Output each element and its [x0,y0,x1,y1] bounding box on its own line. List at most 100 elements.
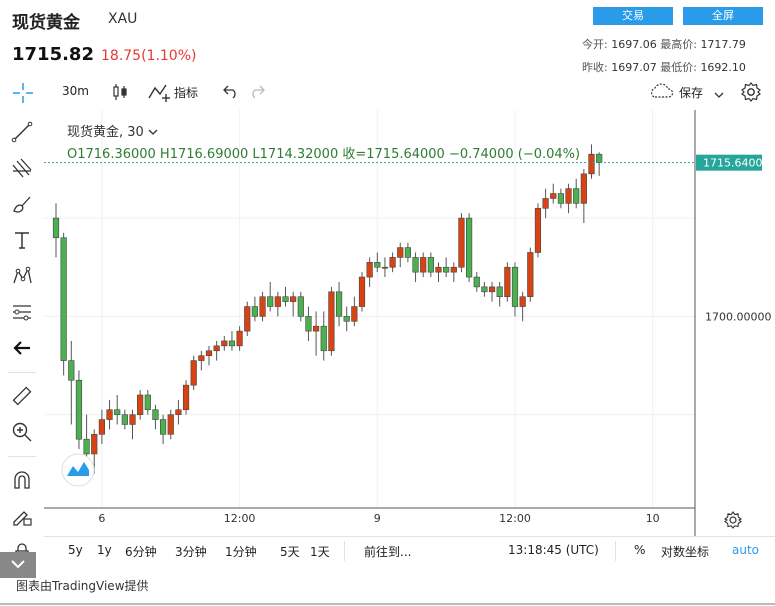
percent-toggle[interactable]: % [634,543,646,557]
candle-body [504,266,511,298]
brush-icon[interactable] [8,190,36,218]
log-scale-toggle[interactable]: 对数坐标 [661,545,710,559]
candle-body [267,296,274,307]
candle-body [389,257,396,268]
utc-clock[interactable]: 13:18:45 (UTC) [508,543,599,557]
candle-body [542,198,549,209]
candle-body [213,345,220,352]
candle-body [320,325,327,352]
trade-button[interactable]: 交易 [593,7,673,25]
pattern-icon[interactable] [8,262,36,290]
candle-body [404,247,412,258]
trend-line-icon[interactable] [8,118,36,146]
legend-title-text: 现货黄金, 30 [67,125,144,140]
range-1d[interactable]: 1天 [310,545,330,559]
candle-body [91,433,98,455]
arrow-left-icon[interactable] [8,334,36,362]
candle-body [596,153,603,163]
chevron-down-icon[interactable] [714,88,724,102]
candle-body [190,360,197,386]
candle-body [450,266,457,273]
goto-button[interactable]: 前往到... [364,545,412,559]
price-change: 18.75(1.10%) [101,48,197,64]
chart-toolbar: 30m 指标 保存 [0,78,775,108]
candle-body [274,296,281,307]
candle-body [534,207,542,253]
candle-body [114,409,121,415]
candle-body [443,266,450,273]
last-price: 1715.82 [12,44,94,65]
fib-lines-icon[interactable] [8,154,36,182]
redo-icon[interactable] [248,82,266,103]
candle-body [290,296,297,302]
candle-body [175,409,182,415]
magnet-icon[interactable] [8,466,36,494]
toolbar-divider [8,372,36,373]
candle-body [244,306,251,332]
candle-body [481,286,488,293]
legend-title[interactable]: 现货黄金, 30 [67,121,158,140]
range-3min[interactable]: 3分钟 [175,545,207,559]
stat-open-label: 今开: [582,38,608,51]
time-tick-label: 12:00 [499,512,531,525]
instrument-symbol: XAU [108,11,138,27]
candle-body [550,193,557,199]
footer-credit: 图表由TradingView提供 [16,579,149,593]
cloud-icon[interactable] [648,82,674,103]
candle-body [412,257,419,273]
text-icon[interactable] [8,226,36,254]
candle-body [68,360,75,381]
candle-body [588,153,595,175]
collapse-toggle[interactable] [0,552,36,578]
ruler-icon[interactable] [8,382,36,410]
candle-body [473,276,480,288]
settings-icon[interactable] [740,81,762,106]
candles-icon[interactable] [112,82,128,105]
candle-body [573,188,580,204]
chevron-down-icon [148,129,158,135]
candle-body [75,379,83,440]
stat-prev: 昨收: 1697.07 最低价: 1692.10 [582,59,746,75]
stat-prev-value: 1697.07 [611,61,657,74]
candle-body [496,286,503,298]
interval-selector[interactable]: 30m [62,84,89,98]
candlestick-chart[interactable]: 1715.64000 1700.00000 6 12:00 9 12:00 10 [44,110,775,536]
indicators-icon[interactable] [148,82,172,105]
candle-body [121,414,128,425]
candle-body [106,409,113,420]
bar-divider [615,541,616,561]
range-5y[interactable]: 5y [68,543,83,557]
range-1min[interactable]: 1分钟 [225,545,257,559]
zoom-in-icon[interactable] [8,418,36,446]
candle-body [381,266,389,269]
candle-body [397,247,404,258]
stat-open: 今开: 1697.06 最高价: 1717.79 [582,36,746,52]
measure-lines-icon[interactable] [8,298,36,326]
footer-divider [0,603,775,605]
indicators-button[interactable]: 指标 [174,86,199,100]
candle-body [52,217,60,239]
undo-icon[interactable] [222,82,240,103]
stat-low-value: 1692.10 [700,61,746,74]
candle-body [152,409,159,420]
candle-body [167,414,174,435]
candle-body [335,291,343,317]
auto-scale-toggle[interactable]: auto [732,543,760,557]
save-button[interactable]: 保存 [679,86,704,100]
range-bar: 5y 1y 6分钟 3分钟 1分钟 5天 1天 前往到... 13:18:45 … [44,536,775,565]
candle-body [435,266,442,273]
fullscreen-button[interactable]: 全屏 [683,7,763,25]
candle-body [312,325,320,332]
range-5d[interactable]: 5天 [280,545,300,559]
range-1y[interactable]: 1y [97,543,112,557]
stat-open-value: 1697.06 [611,38,657,51]
bar-divider [344,541,345,561]
range-6min[interactable]: 6分钟 [125,545,157,559]
chart-grid [44,110,695,508]
candle-body [259,296,266,317]
crosshair-icon[interactable] [12,82,34,107]
candle-body [198,355,205,361]
candle-body [60,237,67,361]
lock-pen-icon[interactable] [8,502,36,530]
candle-body [458,217,465,268]
